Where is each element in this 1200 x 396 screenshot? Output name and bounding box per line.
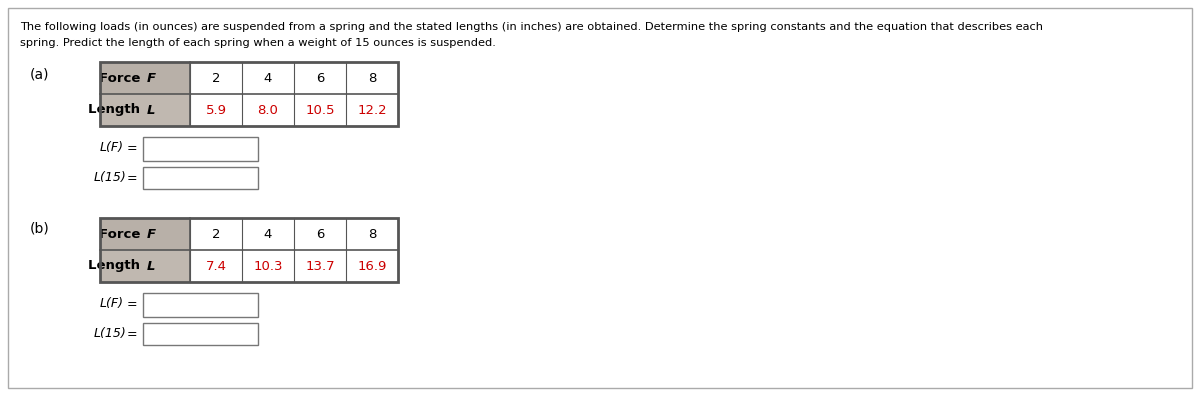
Text: 10.5: 10.5: [305, 103, 335, 116]
Text: =: =: [124, 141, 138, 154]
Text: 7.4: 7.4: [205, 259, 227, 272]
Text: L(F): L(F): [100, 297, 124, 310]
Text: 8: 8: [368, 227, 376, 240]
Text: spring. Predict the length of each spring when a weight of 15 ounces is suspende: spring. Predict the length of each sprin…: [20, 38, 496, 48]
Text: =: =: [124, 327, 138, 341]
Text: L: L: [148, 103, 156, 116]
Bar: [143, 137, 258, 161]
Bar: [242, 250, 294, 282]
Text: L(F): L(F): [100, 141, 124, 154]
Bar: [190, 250, 242, 282]
Text: =: =: [124, 171, 138, 185]
Text: 6: 6: [316, 227, 324, 240]
Text: L(15): L(15): [94, 171, 127, 185]
Text: 8.0: 8.0: [258, 103, 278, 116]
Text: L: L: [148, 259, 156, 272]
Bar: [346, 94, 398, 126]
Text: 4: 4: [264, 227, 272, 240]
Text: 13.7: 13.7: [305, 259, 335, 272]
Text: 2: 2: [211, 72, 221, 84]
Bar: [294, 94, 346, 126]
Bar: [100, 250, 190, 282]
Bar: [294, 218, 346, 250]
Text: 2: 2: [211, 227, 221, 240]
Bar: [242, 218, 294, 250]
Text: 12.2: 12.2: [358, 103, 386, 116]
Bar: [100, 218, 398, 282]
Bar: [143, 167, 258, 189]
Bar: [242, 94, 294, 126]
Text: Force: Force: [98, 227, 145, 240]
Text: 5.9: 5.9: [205, 103, 227, 116]
Bar: [100, 62, 190, 94]
Text: F: F: [148, 72, 156, 84]
Text: Length: Length: [89, 259, 145, 272]
Bar: [100, 94, 190, 126]
Text: Length: Length: [89, 103, 145, 116]
Text: (b): (b): [30, 222, 49, 236]
Bar: [294, 250, 346, 282]
Text: F: F: [148, 227, 156, 240]
Bar: [190, 94, 242, 126]
Text: 4: 4: [264, 72, 272, 84]
Text: 6: 6: [316, 72, 324, 84]
Bar: [346, 250, 398, 282]
Text: 8: 8: [368, 72, 376, 84]
Text: L(15): L(15): [94, 327, 127, 341]
Bar: [346, 62, 398, 94]
Bar: [143, 323, 258, 345]
Bar: [190, 62, 242, 94]
Bar: [346, 218, 398, 250]
Text: 16.9: 16.9: [358, 259, 386, 272]
Text: Force: Force: [98, 72, 145, 84]
Bar: [242, 62, 294, 94]
Bar: [294, 62, 346, 94]
Text: The following loads (in ounces) are suspended from a spring and the stated lengt: The following loads (in ounces) are susp…: [20, 22, 1043, 32]
Bar: [190, 218, 242, 250]
Text: =: =: [124, 297, 138, 310]
Bar: [100, 62, 398, 126]
Bar: [143, 293, 258, 317]
Bar: [100, 218, 190, 250]
Text: 10.3: 10.3: [253, 259, 283, 272]
Text: (a): (a): [30, 68, 49, 82]
